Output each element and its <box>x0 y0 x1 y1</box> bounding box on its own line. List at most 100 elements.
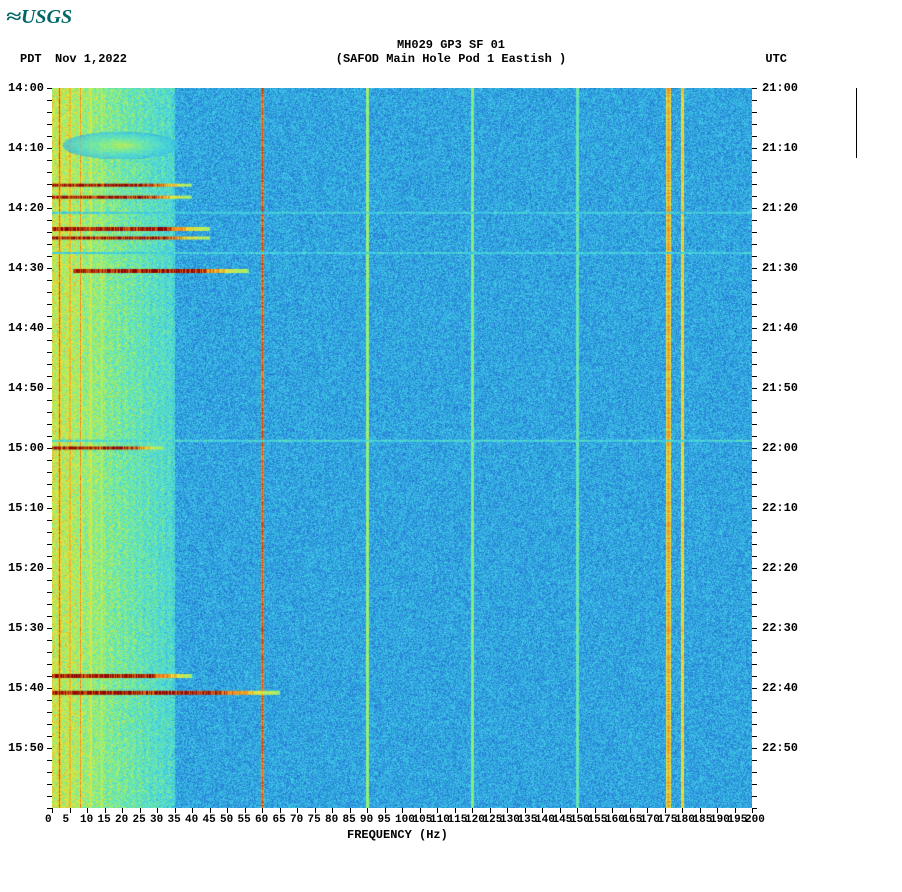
y-tick-right <box>752 388 757 389</box>
y-label-left: 15:20 <box>8 561 44 575</box>
x-tick <box>245 808 246 813</box>
x-tick-label: 30 <box>150 814 163 826</box>
x-tick <box>717 808 718 813</box>
x-tick <box>385 808 386 813</box>
x-tick <box>332 808 333 813</box>
y-tick-right <box>752 688 757 689</box>
x-tick-label: 90 <box>360 814 373 826</box>
x-tick <box>647 808 648 813</box>
x-tick <box>297 808 298 813</box>
y-tick-right <box>752 268 757 269</box>
y-tick-right <box>752 796 757 797</box>
y-label-left: 14:40 <box>8 321 44 335</box>
y-label-left: 15:40 <box>8 681 44 695</box>
y-label-right: 21:10 <box>762 141 798 155</box>
y-label-left: 14:20 <box>8 201 44 215</box>
x-tick-label: 40 <box>185 814 198 826</box>
y-tick-right <box>752 172 757 173</box>
x-tick <box>350 808 351 813</box>
y-tick-right <box>752 136 757 137</box>
y-tick-right <box>752 196 757 197</box>
date-label: Nov 1,2022 <box>55 52 127 66</box>
y-tick-right <box>752 148 757 149</box>
y-tick-right <box>752 736 757 737</box>
y-tick-right <box>752 88 757 89</box>
x-tick <box>122 808 123 813</box>
x-axis-label: FREQUENCY (Hz) <box>347 828 448 842</box>
x-tick <box>612 808 613 813</box>
x-tick <box>472 808 473 813</box>
y-tick-right <box>752 700 757 701</box>
x-tick-label: 45 <box>203 814 216 826</box>
x-tick-label: 95 <box>378 814 391 826</box>
x-tick <box>630 808 631 813</box>
x-tick <box>752 808 753 813</box>
x-tick-label: 35 <box>168 814 181 826</box>
y-label-right: 21:50 <box>762 381 798 395</box>
y-tick-right <box>752 280 757 281</box>
y-tick-right <box>752 604 757 605</box>
y-tick-right <box>752 628 757 629</box>
x-tick <box>507 808 508 813</box>
x-tick-label: 5 <box>63 814 70 826</box>
x-tick <box>70 808 71 813</box>
x-tick-label: 0 <box>45 814 52 826</box>
y-tick-right <box>752 244 757 245</box>
x-tick <box>280 808 281 813</box>
y-tick-right <box>752 160 757 161</box>
y-tick-right <box>752 328 757 329</box>
x-tick <box>402 808 403 813</box>
y-label-left: 15:30 <box>8 621 44 635</box>
y-tick-right <box>752 568 757 569</box>
x-tick <box>105 808 106 813</box>
y-label-left: 15:50 <box>8 741 44 755</box>
y-label-right: 21:40 <box>762 321 798 335</box>
y-tick-right <box>752 184 757 185</box>
y-tick-right <box>752 340 757 341</box>
right-timezone-label: UTC <box>765 52 787 66</box>
y-tick-right <box>752 448 757 449</box>
y-label-right: 22:30 <box>762 621 798 635</box>
y-tick-right <box>752 772 757 773</box>
y-label-left: 14:00 <box>8 81 44 95</box>
y-tick-right <box>752 112 757 113</box>
y-tick-right <box>752 208 757 209</box>
y-tick-right <box>752 412 757 413</box>
x-tick <box>560 808 561 813</box>
y-label-right: 22:20 <box>762 561 798 575</box>
y-tick-right <box>752 544 757 545</box>
y-tick-right <box>752 352 757 353</box>
y-tick-right <box>752 580 757 581</box>
x-tick <box>700 808 701 813</box>
x-tick <box>315 808 316 813</box>
y-tick-right <box>752 304 757 305</box>
x-tick <box>665 808 666 813</box>
y-label-left: 14:50 <box>8 381 44 395</box>
y-label-right: 22:40 <box>762 681 798 695</box>
y-label-right: 22:10 <box>762 501 798 515</box>
x-tick-label: 15 <box>98 814 111 826</box>
y-tick-right <box>752 436 757 437</box>
y-label-left: 14:10 <box>8 141 44 155</box>
x-tick-label: 80 <box>325 814 338 826</box>
y-tick-right <box>752 400 757 401</box>
y-tick-right <box>752 724 757 725</box>
y-label-left: 15:00 <box>8 441 44 455</box>
y-tick-right <box>752 760 757 761</box>
x-tick <box>577 808 578 813</box>
y-tick-right <box>752 100 757 101</box>
x-tick <box>367 808 368 813</box>
y-tick-right <box>752 472 757 473</box>
y-tick-right <box>752 664 757 665</box>
y-tick-right <box>752 460 757 461</box>
y-tick-right <box>752 532 757 533</box>
x-tick-label: 25 <box>133 814 146 826</box>
x-tick-label: 60 <box>255 814 268 826</box>
x-tick-label: 75 <box>308 814 321 826</box>
x-tick-label: 65 <box>273 814 286 826</box>
x-tick <box>490 808 491 813</box>
y-tick-right <box>752 376 757 377</box>
x-tick-label: 50 <box>220 814 233 826</box>
x-tick <box>210 808 211 813</box>
x-tick <box>542 808 543 813</box>
